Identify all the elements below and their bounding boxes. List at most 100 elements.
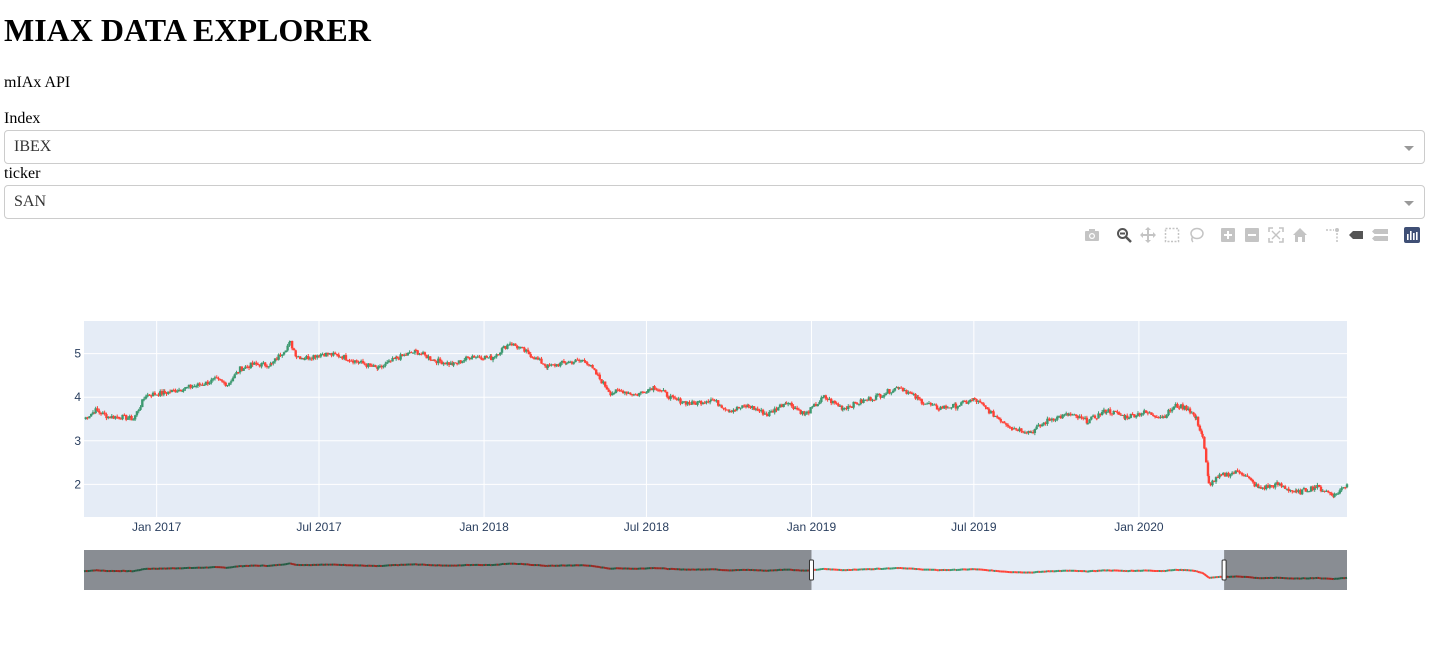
- candle-body: [629, 392, 632, 395]
- candle-body: [568, 361, 572, 363]
- candle-body: [1114, 410, 1117, 412]
- candle-body: [694, 402, 697, 405]
- candle-body: [641, 391, 645, 393]
- candle-body: [517, 347, 521, 349]
- candle-body: [786, 403, 790, 405]
- candle-body: [886, 389, 889, 394]
- candle-body: [788, 402, 792, 404]
- candle-body: [1046, 418, 1049, 424]
- candle-body: [916, 396, 919, 399]
- candle-body: [298, 356, 302, 360]
- hover-closest-icon[interactable]: [1346, 225, 1366, 245]
- candle-body: [499, 352, 502, 355]
- candle-body: [126, 418, 130, 420]
- candle-body: [879, 394, 882, 398]
- candle-body: [917, 396, 920, 399]
- candle-body: [1097, 413, 1100, 419]
- candle-body: [507, 344, 511, 346]
- camera-icon[interactable]: [1082, 225, 1102, 245]
- candle-body: [485, 356, 488, 358]
- candle-body: [258, 364, 262, 367]
- candle-body: [918, 398, 922, 400]
- candle-body: [1082, 417, 1085, 419]
- candle-body: [314, 355, 317, 358]
- index-dropdown[interactable]: IBEX: [4, 130, 1425, 164]
- candle-body: [1140, 414, 1143, 416]
- candle-body: [348, 360, 351, 362]
- candle-body: [534, 357, 538, 360]
- candle-body: [133, 415, 137, 420]
- candle-body: [1008, 426, 1011, 428]
- candle-body: [433, 359, 436, 362]
- candle-body: [818, 401, 821, 405]
- range-slider-handle-left[interactable]: [808, 559, 814, 581]
- zoom-out-icon[interactable]: [1242, 225, 1262, 245]
- autoscale-icon[interactable]: [1266, 225, 1286, 245]
- chevron-down-icon[interactable]: [1404, 146, 1414, 151]
- chevron-down-icon[interactable]: [1404, 201, 1414, 206]
- candle-body: [609, 391, 612, 396]
- candle-body: [1059, 416, 1063, 419]
- candle-body: [506, 344, 509, 349]
- candle-body: [412, 352, 415, 354]
- candle-body: [323, 354, 326, 357]
- candle-body: [621, 390, 625, 394]
- candle-body: [728, 411, 732, 413]
- candle-body: [1268, 485, 1272, 488]
- candle-body: [395, 356, 399, 359]
- candle-body: [1129, 413, 1133, 418]
- candle-body: [1142, 413, 1145, 415]
- candle-body: [801, 411, 804, 415]
- candle-body: [792, 406, 795, 410]
- candle-body: [380, 365, 384, 368]
- candle-body: [374, 365, 377, 368]
- candle-body: [1025, 432, 1028, 434]
- candle-body: [820, 397, 823, 402]
- candle-body: [378, 365, 382, 367]
- candle-body: [262, 362, 265, 364]
- candle-body: [862, 399, 865, 403]
- candle-body: [1275, 482, 1279, 484]
- candle-body: [735, 406, 739, 411]
- lasso-select-icon[interactable]: [1186, 225, 1206, 245]
- candle-body: [303, 359, 306, 361]
- candle-body: [451, 362, 454, 366]
- candle-body: [1004, 423, 1008, 425]
- candle-body: [130, 415, 133, 421]
- candle-body: [1304, 488, 1307, 492]
- candle-body: [1270, 485, 1273, 487]
- range-slider-trace: [398, 563, 401, 567]
- candle-body: [671, 395, 674, 397]
- candle-body: [967, 402, 970, 404]
- candle-body: [612, 393, 616, 395]
- candle-body: [1163, 416, 1167, 418]
- hover-compare-icon[interactable]: [1370, 225, 1390, 245]
- candle-body: [1047, 418, 1051, 420]
- candle-body: [1099, 413, 1102, 416]
- candle-body: [363, 363, 366, 365]
- candle-body: [864, 399, 867, 401]
- candle-body: [876, 394, 880, 396]
- box-select-icon[interactable]: [1162, 225, 1182, 245]
- ticker-dropdown[interactable]: SAN: [4, 185, 1425, 219]
- candle-body: [572, 362, 575, 364]
- candle-body: [1086, 423, 1089, 425]
- candle-body: [1295, 490, 1298, 492]
- candle-body: [114, 416, 117, 419]
- candle-body: [1188, 408, 1192, 413]
- plotly-logo-icon[interactable]: [1402, 225, 1422, 245]
- spike-lines-icon[interactable]: [1322, 225, 1342, 245]
- reset-axes-icon[interactable]: [1290, 225, 1310, 245]
- candle-body: [895, 386, 898, 389]
- candle-body: [410, 352, 413, 354]
- candle-body: [891, 390, 895, 393]
- zoom-icon[interactable]: [1114, 225, 1134, 245]
- candle-body: [946, 407, 950, 409]
- pan-icon[interactable]: [1138, 225, 1158, 245]
- candle-body: [648, 388, 652, 390]
- candle-body: [677, 398, 680, 400]
- range-slider-handle-right[interactable]: [1221, 559, 1227, 581]
- zoom-in-icon[interactable]: [1218, 225, 1238, 245]
- candle-body: [807, 411, 810, 414]
- candle-body: [1325, 490, 1328, 492]
